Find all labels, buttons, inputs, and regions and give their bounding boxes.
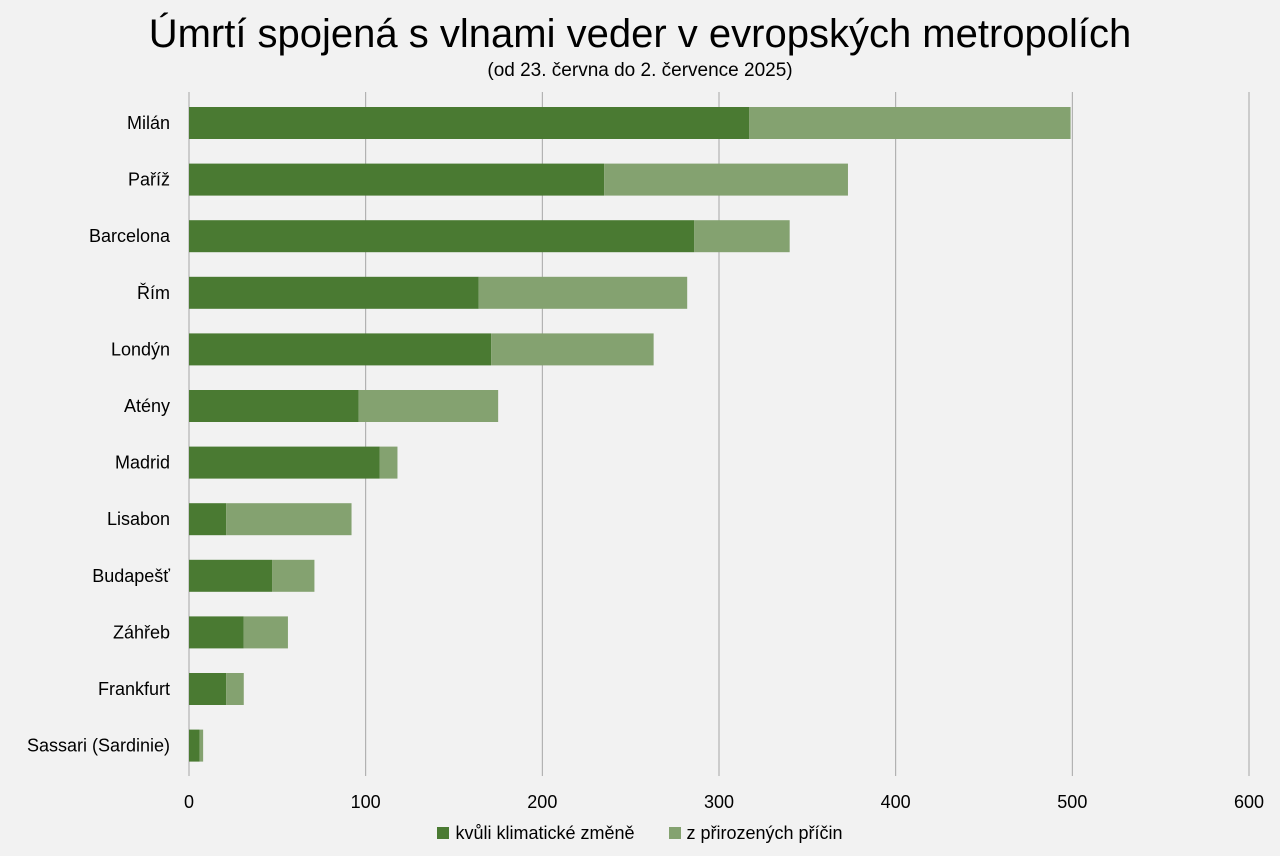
legend-item-climate: kvůli klimatické změně xyxy=(437,822,635,844)
category-label: Budapešť xyxy=(92,566,170,586)
bar-segment-natural xyxy=(358,390,499,422)
bar-segment-climate xyxy=(189,276,479,309)
bar-segment-climate xyxy=(189,220,695,253)
category-label: Londýn xyxy=(111,339,170,359)
legend-swatch-climate xyxy=(437,827,450,839)
bar-segment-natural xyxy=(226,503,352,536)
category-label: Sassari (Sardinie) xyxy=(27,736,170,756)
category-label: Paříž xyxy=(128,170,170,190)
bar-segment-climate xyxy=(189,390,359,422)
legend-item-natural: z přirozených příčin xyxy=(668,822,843,844)
bar-segment-climate xyxy=(189,446,380,479)
bar-segment-natural xyxy=(478,276,688,309)
bar-segment-natural xyxy=(491,333,654,366)
category-label: Řím xyxy=(137,283,170,303)
bar-segment-climate xyxy=(189,616,244,649)
bar-segment-climate xyxy=(189,333,492,366)
bar-segment-climate xyxy=(189,107,750,139)
bar-segment-natural xyxy=(379,446,398,479)
bar-segment-climate xyxy=(189,503,227,536)
bar-segment-climate xyxy=(189,559,273,592)
category-label: Milán xyxy=(127,113,170,133)
legend: kvůli klimatické změně z přirozených pří… xyxy=(0,822,1280,844)
category-label: Lisabon xyxy=(107,509,170,529)
x-tick-label-100: 100 xyxy=(351,792,381,812)
x-tick-label-200: 200 xyxy=(527,792,557,812)
bar-segment-climate xyxy=(189,163,605,196)
x-tick-label-300: 300 xyxy=(704,792,734,812)
x-tick-label-0: 0 xyxy=(184,792,194,812)
bar-segment-natural xyxy=(604,163,848,196)
bar-segment-climate xyxy=(189,673,227,705)
chart-subtitle: (od 23. června do 2. července 2025) xyxy=(487,60,793,81)
bar-segment-natural xyxy=(226,673,244,705)
category-label: Barcelona xyxy=(89,226,171,246)
category-label: Atény xyxy=(124,396,170,416)
x-tick-label-400: 400 xyxy=(881,792,911,812)
bar-segment-natural xyxy=(243,616,288,649)
chart-title: Úmrtí spojená s vlnami veder v evropskýc… xyxy=(148,12,1132,56)
bar-segment-natural xyxy=(694,220,790,253)
x-tick-label-500: 500 xyxy=(1057,792,1087,812)
bar-segment-natural xyxy=(272,559,315,592)
legend-swatch-natural xyxy=(668,827,681,839)
bar-segment-climate xyxy=(189,729,200,762)
category-label: Záhřeb xyxy=(113,622,170,642)
category-label: Madrid xyxy=(115,453,170,473)
legend-label-climate: kvůli klimatické změně xyxy=(455,823,635,843)
bar-segment-natural xyxy=(199,729,204,762)
legend-label-natural: z přirozených příčin xyxy=(686,823,843,843)
category-label: Frankfurt xyxy=(98,679,170,699)
x-tick-label-600: 600 xyxy=(1234,792,1264,812)
bar-segment-natural xyxy=(749,107,1071,139)
